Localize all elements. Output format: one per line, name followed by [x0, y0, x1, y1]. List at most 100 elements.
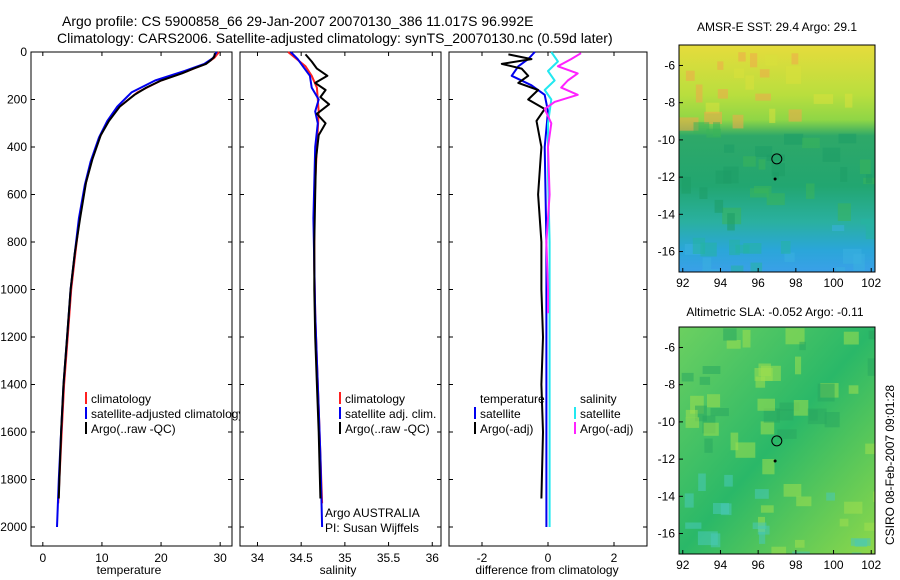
map-x-tick-label: 96 [751, 276, 765, 290]
y-tick-label: 1800 [0, 473, 27, 487]
x-tick-label: -2 [477, 551, 488, 565]
map-x-tick-label: 96 [751, 558, 765, 572]
field-cell [791, 53, 799, 65]
series-line-salinity-satellite [543, 51, 559, 527]
field-cell [703, 422, 719, 436]
field-cell [742, 329, 751, 348]
field-cell [795, 356, 802, 375]
field-cell [760, 505, 774, 513]
y-tick-label: 2000 [0, 520, 27, 534]
legend-title-temperature: temperature [480, 392, 545, 406]
field-cell [826, 492, 835, 501]
legend-label-satellite: satellite-adjusted climatology [91, 407, 244, 421]
field-cell [824, 412, 840, 428]
y-tick-label: 400 [7, 140, 27, 154]
series-line-argo-raw-qc- [57, 53, 216, 499]
map-y-tick-label: -6 [664, 58, 675, 72]
field-cell [723, 166, 739, 184]
map-y-tick-label: -10 [658, 133, 676, 147]
field-cell [681, 176, 691, 194]
salinity-panel: 34 34.5 35 35.5 36 climatology satellite adj… [239, 51, 442, 577]
field-cell [750, 262, 763, 272]
sla-map-markers [771, 435, 783, 463]
sst-map-markers [771, 153, 783, 181]
field-cell [758, 159, 766, 170]
field-cell [724, 144, 735, 153]
sst-map-field [679, 45, 875, 272]
field-cell [754, 489, 769, 499]
field-cell [714, 199, 724, 213]
field-cell [707, 394, 721, 408]
field-cell [685, 70, 695, 81]
field-cell [735, 442, 756, 458]
field-cell [806, 183, 815, 199]
field-cell [795, 539, 805, 548]
field-cell [873, 491, 875, 502]
field-cell [704, 438, 713, 453]
sst-map-panel: AMSR-E SST: 29.4 Argo: 29.1 92 94 96 98 100 1… [658, 20, 882, 290]
salinity-legend: climatology satellite adj. clim. Argo(..… [339, 392, 436, 436]
field-cell [695, 405, 707, 422]
field-cell [698, 473, 706, 491]
field-cell [850, 538, 871, 546]
title-line-2: Climatology: CARS2006. Satellite-adjuste… [57, 30, 613, 46]
legend-label-temp-argo: Argo(-adj) [480, 422, 533, 436]
float-track-point [773, 459, 777, 463]
sst-field-patches [679, 51, 875, 272]
legend-label-argo: Argo(..raw -QC) [345, 422, 430, 436]
field-cell [738, 52, 746, 62]
map-y-tick-label: -16 [658, 527, 676, 541]
field-cell [793, 400, 809, 416]
field-cell [784, 133, 804, 145]
legend-label-sal-argo: Argo(-adj) [580, 422, 633, 436]
field-cell [802, 137, 820, 149]
field-cell [832, 225, 845, 232]
y-tick-label: 1600 [0, 425, 27, 439]
difference-axis-ticks: -2 0 2 [449, 51, 647, 565]
field-cell [865, 224, 875, 240]
profile-location-marker [771, 435, 783, 447]
legend-label-argo: Argo(..raw -QC) [91, 422, 176, 436]
field-cell [685, 417, 700, 428]
field-cell [702, 269, 722, 272]
field-cell [769, 108, 776, 123]
sla-map-ticks: 92 94 96 98 100 102 -6 -8 -10 -12 -14 -16 [658, 340, 882, 572]
x-tick-label: 36 [426, 551, 440, 565]
field-cell [763, 408, 780, 423]
salinity-axes-frame [239, 51, 442, 547]
field-cell [759, 529, 766, 544]
series-line-salinity-argo-adj- [543, 52, 582, 314]
map-x-tick-label: 94 [714, 276, 728, 290]
field-cell [838, 133, 857, 144]
x-tick-label: 35 [338, 551, 352, 565]
field-cell [777, 429, 797, 439]
field-cell [717, 89, 728, 99]
field-cell [755, 93, 771, 101]
field-cell [700, 242, 717, 257]
x-tick-label: 10 [95, 551, 109, 565]
field-cell [743, 243, 762, 254]
title-line-1: Argo profile: CS 5900858_66 29-Jan-2007 … [62, 13, 533, 29]
sla-map-frame [678, 326, 876, 555]
field-cell [735, 244, 750, 254]
field-cell [867, 358, 875, 376]
map-x-tick-label: 92 [676, 558, 690, 572]
field-cell [771, 546, 787, 554]
field-cell [859, 159, 871, 174]
field-cell [704, 111, 722, 124]
y-tick-label: 1200 [0, 330, 27, 344]
map-x-tick-label: 98 [789, 558, 803, 572]
field-cell [723, 328, 737, 341]
legend-title-salinity: salinity [580, 392, 617, 406]
field-cell [765, 54, 778, 66]
map-x-tick-label: 102 [861, 558, 881, 572]
field-cell [836, 267, 846, 272]
timestamp-stamp: CSIRO 08-Feb-2007 09:01:28 [883, 385, 897, 545]
salinity-axis-ticks: 34 34.5 35 35.5 36 [240, 51, 441, 565]
field-cell [685, 522, 702, 529]
field-cell [729, 239, 740, 256]
field-cell [757, 525, 770, 535]
x-tick-label: 20 [154, 551, 168, 565]
legend-label-temp-satellite: satellite [480, 407, 521, 421]
field-cell [848, 385, 859, 394]
